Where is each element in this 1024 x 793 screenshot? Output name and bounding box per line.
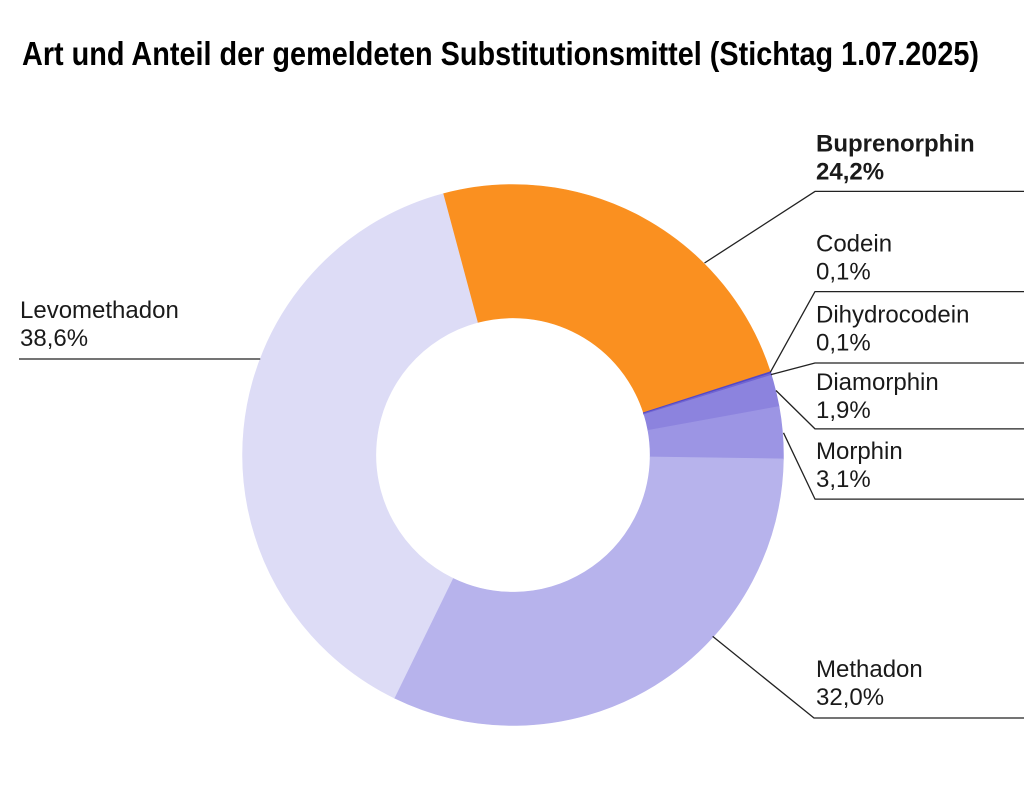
- svg-text:0,1%: 0,1%: [816, 259, 871, 286]
- svg-text:38,6%: 38,6%: [20, 325, 88, 352]
- svg-text:Morphin: Morphin: [816, 438, 903, 465]
- svg-text:Buprenorphin: Buprenorphin: [816, 130, 975, 157]
- svg-text:Methadon: Methadon: [816, 656, 923, 683]
- svg-text:1,9%: 1,9%: [816, 397, 871, 424]
- svg-text:Dihydrocodein: Dihydrocodein: [816, 302, 969, 329]
- svg-text:3,1%: 3,1%: [816, 466, 871, 493]
- svg-text:Art und Anteil der gemeldeten: Art und Anteil der gemeldeten Substituti…: [22, 35, 979, 72]
- svg-text:32,0%: 32,0%: [816, 684, 884, 711]
- svg-text:Diamorphin: Diamorphin: [816, 369, 939, 396]
- svg-text:24,2%: 24,2%: [816, 158, 884, 185]
- svg-text:0,1%: 0,1%: [816, 330, 871, 357]
- svg-text:Codein: Codein: [816, 231, 892, 258]
- svg-text:Levomethadon: Levomethadon: [20, 297, 179, 324]
